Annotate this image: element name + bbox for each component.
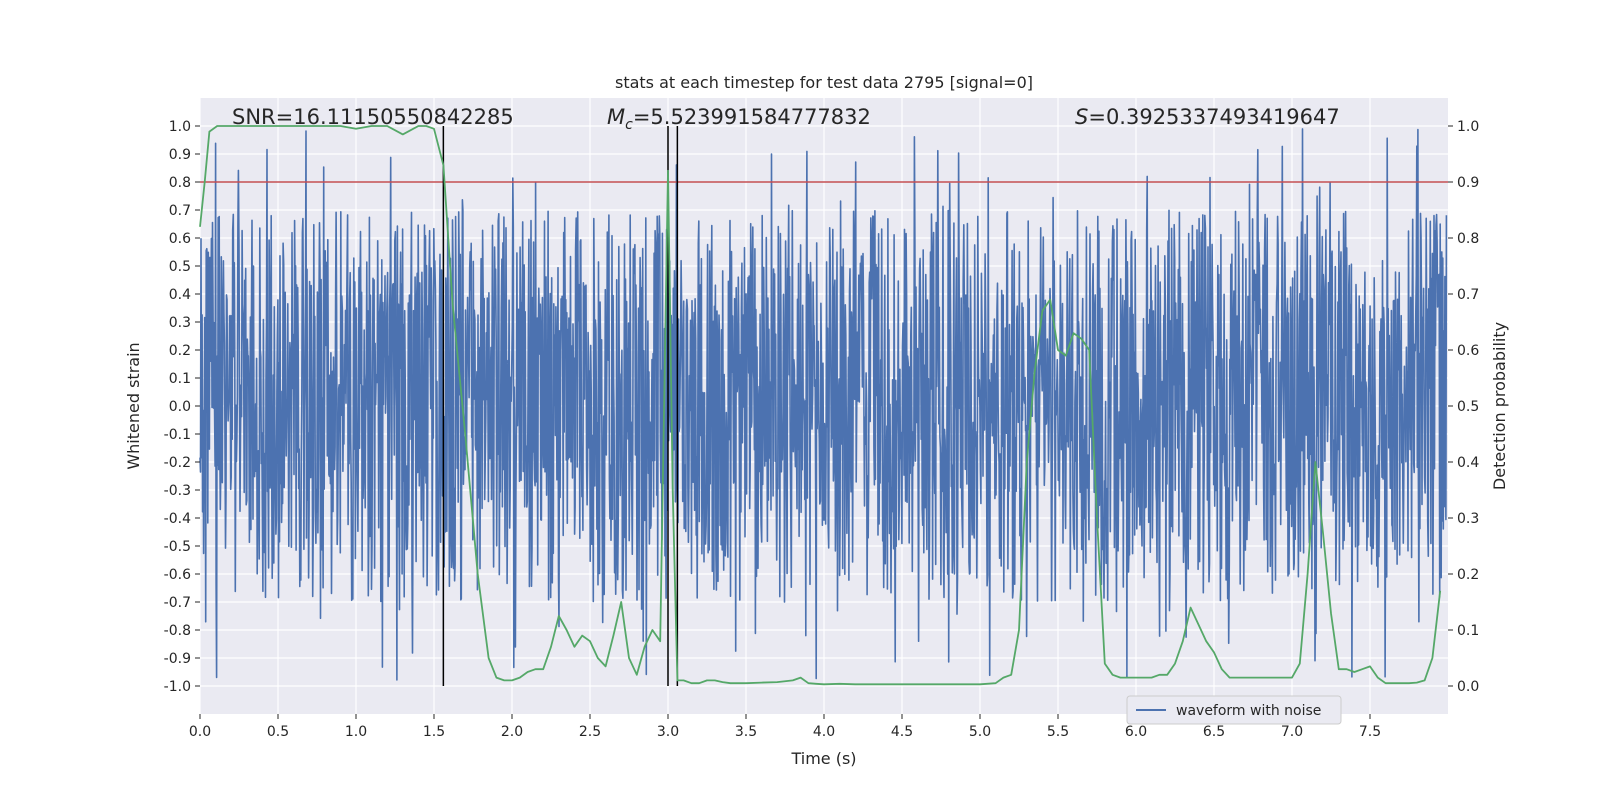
y-right-tick-label: 0.6 [1457,343,1479,359]
y-left-tick-label: 0.7 [169,203,191,219]
y-right-tick-label: 0.9 [1457,175,1479,191]
y-left-tick-label: -0.6 [164,567,191,583]
y-left-tick-label: 0.0 [169,399,191,415]
y-left-tick-label: 1.0 [169,119,191,135]
x-tick-label: 4.5 [891,724,913,740]
y-left-tick-label: -0.7 [164,595,191,611]
y-left-tick-label: 0.1 [169,371,191,387]
legend-label: waveform with noise [1176,703,1321,719]
chirp-mass-annotation: Mc=5.523991584777832 [607,105,871,133]
y-right-tick-label: 0.4 [1457,455,1479,471]
chirp-mass-symbol: M [607,105,625,129]
x-tick-label: 1.5 [423,724,445,740]
y-left-tick-label: 0.5 [169,259,191,275]
s-value: =0.3925337493419647 [1088,105,1339,129]
y-left-tick-label: -0.4 [164,511,191,527]
s-symbol: S [1075,105,1088,129]
x-axis-title: Time (s) [790,749,856,768]
x-tick-label: 7.5 [1359,724,1381,740]
chirp-mass-value: =5.523991584777832 [633,105,871,129]
probability-series [199,125,1442,686]
x-tick-label: 3.5 [735,724,757,740]
y-left-tick-label: 0.4 [169,287,191,303]
x-axis-ticks: 0.0 0.5 1.0 1.5 2.0 2.5 3.0 3.5 4.0 4.5 5.0 5.5 6.0 6… [189,714,1381,740]
y-left-tick-label: -0.3 [164,483,191,499]
y-left-tick-label: -1.0 [164,679,191,695]
y-right-tick-label: 0.3 [1457,511,1479,527]
y-left-tick-label: 0.3 [169,315,191,331]
y-left-tick-label: 0.6 [169,231,191,247]
x-tick-label: 0.5 [267,724,289,740]
y-left-tick-label: 0.9 [169,147,191,163]
s-annotation: S=0.3925337493419647 [1075,105,1340,129]
y-left-tick-label: 0.8 [169,175,191,191]
y-left-tick-label: -0.5 [164,539,191,555]
x-tick-label: 5.0 [969,724,991,740]
waveform-line [199,128,1448,681]
legend: waveform with noise [1126,695,1342,725]
snr-annotation: SNR=16.11150550842285 [232,105,514,129]
x-tick-label: 4.0 [813,724,835,740]
y-right-tick-label: 0.5 [1457,399,1479,415]
probability-line [199,125,1442,686]
y-right-tick-label: 0.8 [1457,231,1479,247]
y-axis-right-ticks: 1.0 0.9 0.8 0.7 0.6 0.5 0.4 0.3 0.2 0.1 0.0 [1448,119,1479,695]
y-left-tick-label: -0.8 [164,623,191,639]
chart-title: stats at each timestep for test data 279… [615,73,1033,92]
x-tick-label: 6.5 [1203,724,1225,740]
x-tick-label: 0.0 [189,724,211,740]
y-right-tick-label: 0.2 [1457,567,1479,583]
chirp-mass-subscript: c [625,117,633,133]
waveform-series [199,128,1448,681]
y-axis-left-title: Whitened strain [124,342,143,469]
y-axis-left-ticks: 1.0 0.9 0.8 0.7 0.6 0.5 0.4 0.3 0.2 0.1 0.0 -0.1 -0.… [164,119,200,695]
x-tick-label: 6.0 [1125,724,1147,740]
x-tick-label: 1.0 [345,724,367,740]
x-tick-label: 3.0 [657,724,679,740]
y-left-tick-label: -0.9 [164,651,191,667]
y-right-tick-label: 0.1 [1457,623,1479,639]
y-left-tick-label: -0.1 [164,427,191,443]
x-tick-label: 2.0 [501,724,523,740]
x-tick-label: 5.5 [1047,724,1069,740]
y-right-tick-label: 0.7 [1457,287,1479,303]
x-tick-label: 7.0 [1281,724,1303,740]
x-tick-label: 2.5 [579,724,601,740]
y-right-tick-label: 0.0 [1457,679,1479,695]
y-right-tick-label: 1.0 [1457,119,1479,135]
y-left-tick-label: -0.2 [164,455,191,471]
legend-box [1126,695,1342,725]
y-left-tick-label: 0.2 [169,343,191,359]
y-axis-right-title: Detection probability [1490,322,1509,490]
